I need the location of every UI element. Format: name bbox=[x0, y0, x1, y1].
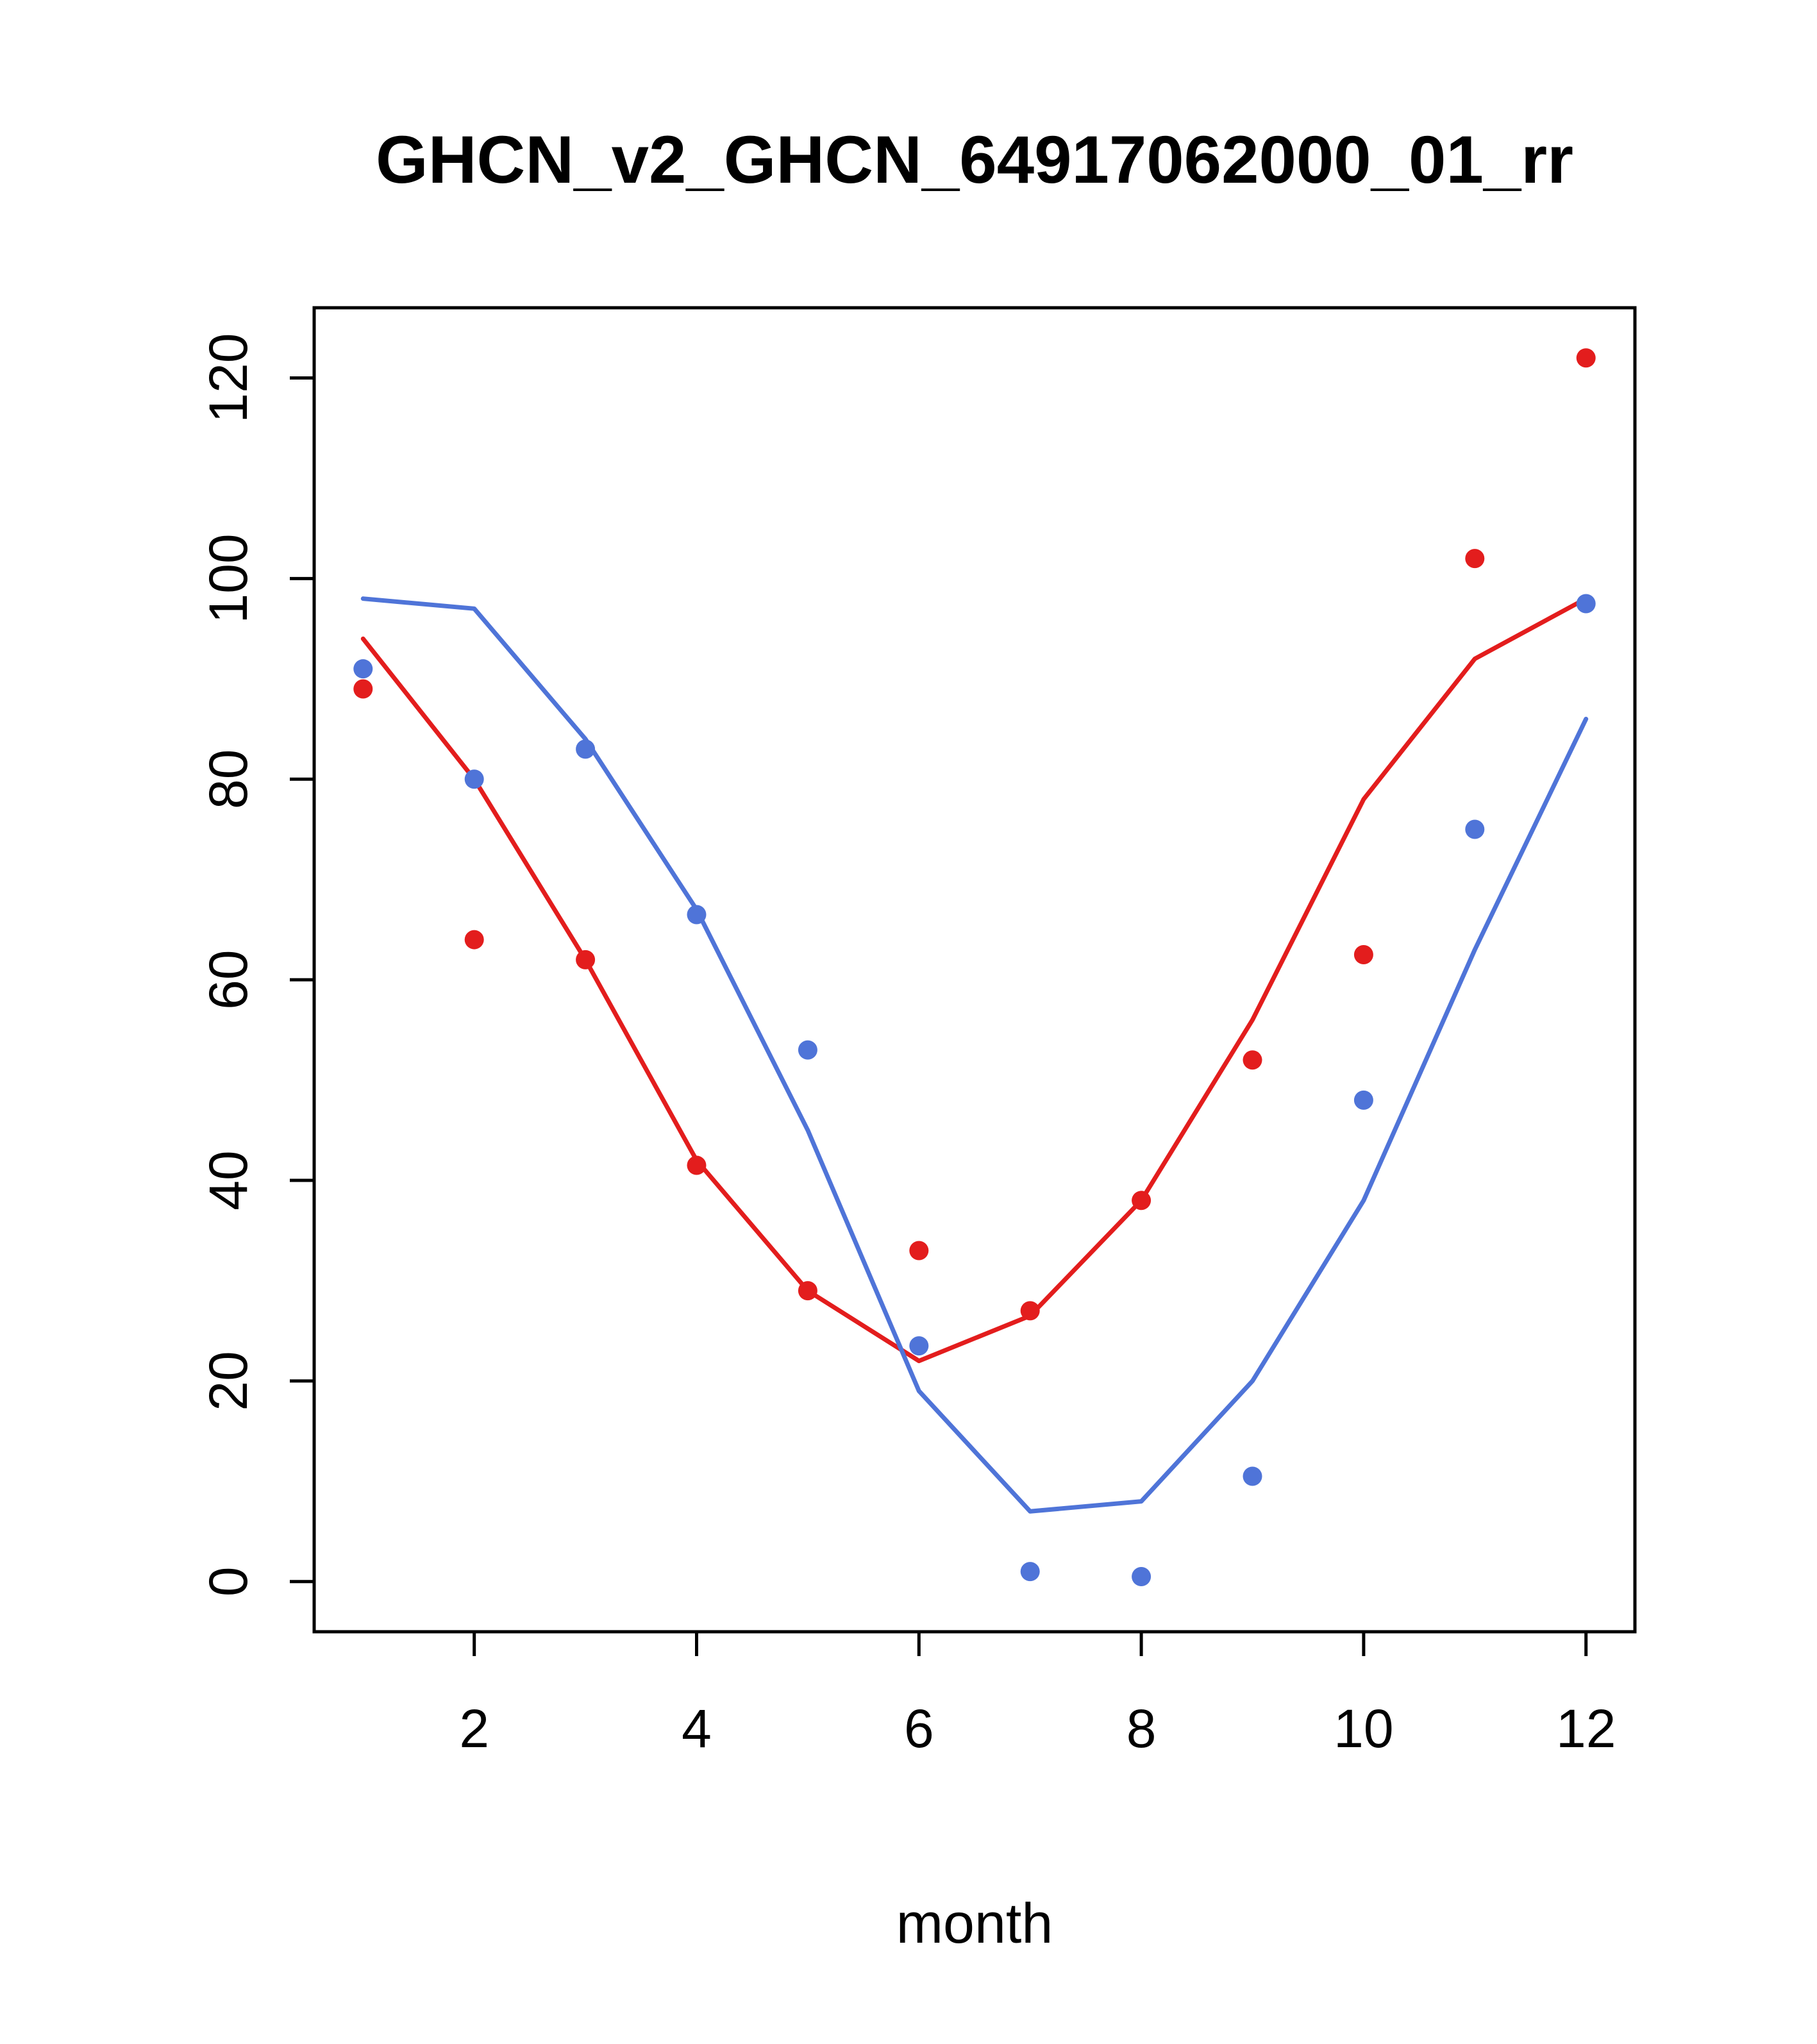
x-tick-label: 6 bbox=[904, 1698, 934, 1759]
y-tick-label: 100 bbox=[198, 533, 258, 623]
red-points-point bbox=[576, 950, 596, 969]
red-points-point bbox=[1132, 1191, 1151, 1210]
red-points-point bbox=[1243, 1050, 1262, 1070]
blue-points-point bbox=[1132, 1566, 1151, 1586]
y-tick-label: 20 bbox=[198, 1351, 258, 1411]
red-points-point bbox=[909, 1241, 929, 1261]
blue-points-point bbox=[464, 769, 484, 789]
red-line bbox=[360, 596, 1589, 1364]
x-tick-label: 10 bbox=[1334, 1698, 1393, 1759]
y-tick-label: 60 bbox=[198, 950, 258, 1009]
red-points-point bbox=[353, 679, 373, 699]
blue-points-point bbox=[353, 659, 373, 679]
blue-points-point bbox=[909, 1336, 929, 1356]
blue-points-point bbox=[1353, 1090, 1373, 1110]
chart-title: GHCN_v2_GHCN_64917062000_01_rr bbox=[376, 122, 1573, 197]
y-tick-label: 40 bbox=[198, 1150, 258, 1210]
x-tick-label: 12 bbox=[1556, 1698, 1616, 1759]
red-points-point bbox=[798, 1281, 817, 1301]
blue-points-point bbox=[687, 905, 707, 925]
x-tick-label: 2 bbox=[459, 1698, 489, 1759]
red-points-point bbox=[687, 1155, 707, 1175]
y-tick-label: 120 bbox=[198, 333, 258, 423]
x-tick-label: 8 bbox=[1126, 1698, 1157, 1759]
blue-points-point bbox=[798, 1040, 817, 1060]
blue-points-point bbox=[1465, 819, 1485, 839]
plot-area-border bbox=[312, 306, 1637, 1634]
red-points-point bbox=[1576, 348, 1596, 368]
red-points-point bbox=[464, 930, 484, 950]
x-axis-label: month bbox=[896, 1891, 1053, 1955]
blue-points-point bbox=[1243, 1466, 1262, 1486]
y-tick-label: 0 bbox=[198, 1566, 258, 1596]
y-tick-label: 80 bbox=[198, 750, 258, 809]
red-points-point bbox=[1353, 945, 1373, 965]
blue-line bbox=[360, 596, 1589, 1514]
x-tick-label: 4 bbox=[682, 1698, 712, 1759]
red-points-point bbox=[1465, 549, 1485, 569]
blue-points-point bbox=[1020, 1562, 1040, 1582]
blue-points-point bbox=[576, 739, 596, 759]
blue-points-point bbox=[1576, 594, 1596, 614]
red-points-point bbox=[1020, 1301, 1040, 1321]
